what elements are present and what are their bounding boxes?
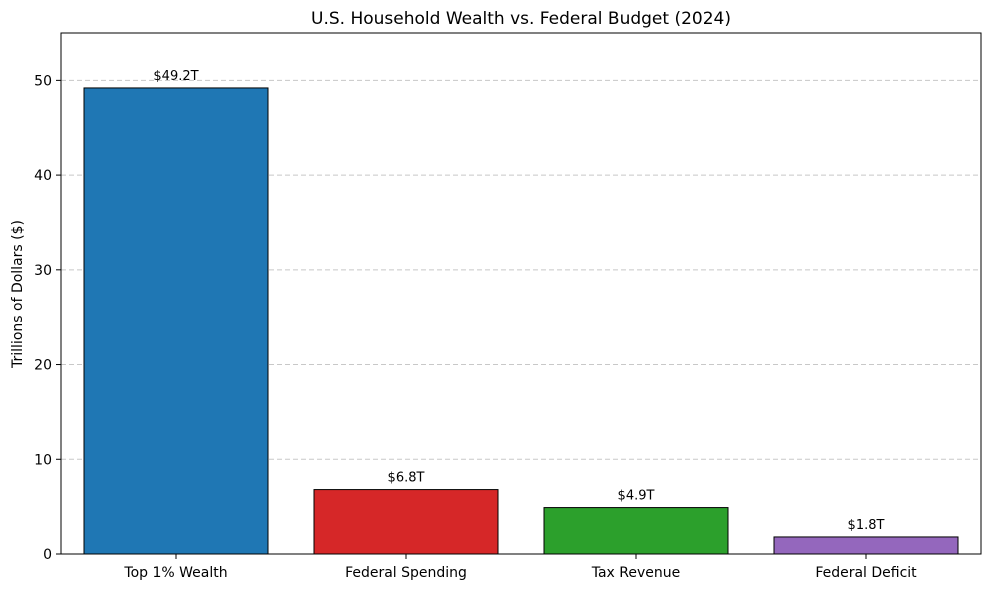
data-label: $4.9T	[618, 489, 655, 504]
x-axis-ticks: Top 1% Wealth Federal Spending Tax Revenue…	[123, 554, 917, 581]
data-labels: $49.2T $6.8T $4.9T $1.8T	[153, 69, 884, 533]
bar	[83, 87, 269, 555]
y-axis-ticks: 0 10 20 30 40 50	[34, 73, 61, 563]
bar	[313, 489, 499, 555]
x-tick-label: Tax Revenue	[591, 565, 681, 581]
x-tick-label: Top 1% Wealth	[123, 565, 227, 581]
data-label: $1.8T	[848, 518, 885, 533]
bar	[543, 507, 729, 555]
x-tick-label: Federal Deficit	[815, 565, 917, 581]
plot-frame	[60, 32, 982, 555]
chart-title: U.S. Household Wealth vs. Federal Budget…	[311, 9, 731, 29]
bar	[773, 536, 959, 555]
data-label: $6.8T	[388, 471, 425, 486]
x-tick-label: Federal Spending	[345, 565, 467, 581]
bars	[83, 87, 959, 555]
y-axis-label: Trillions of Dollars ($)	[10, 220, 26, 369]
y-tick-label: 0	[43, 547, 52, 563]
y-tick-label: 50	[34, 73, 52, 89]
y-tick-label: 40	[34, 168, 52, 184]
y-tick-label: 10	[34, 452, 52, 468]
y-tick-label: 30	[34, 263, 52, 279]
data-label: $49.2T	[153, 69, 198, 84]
y-tick-label: 20	[34, 358, 52, 374]
